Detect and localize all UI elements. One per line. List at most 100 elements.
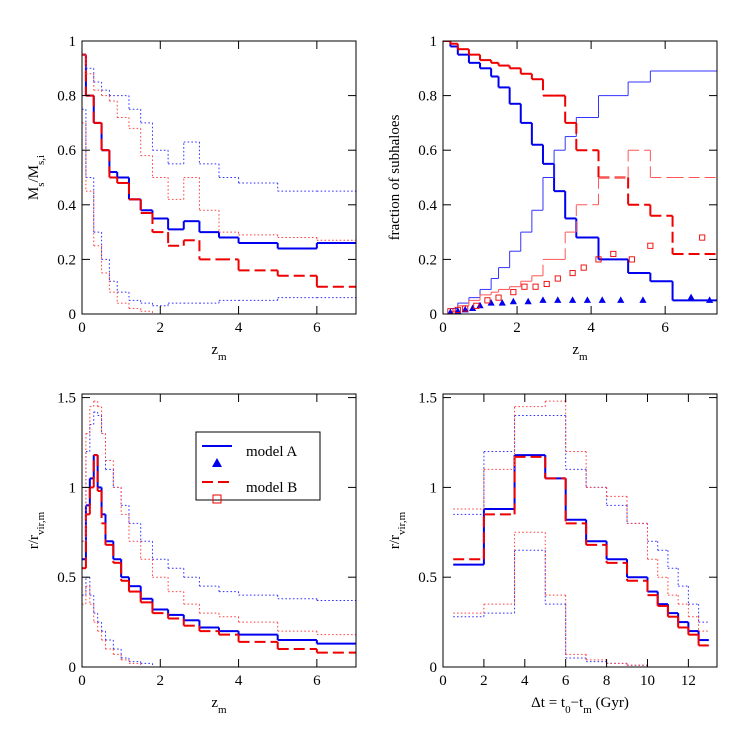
x-tick-label: 4 <box>235 320 243 336</box>
marker-square <box>647 242 654 249</box>
x-tick-label: 2 <box>480 673 488 689</box>
label-part: vir,m <box>396 511 408 535</box>
series <box>453 454 709 642</box>
series <box>453 455 709 647</box>
marker-triangle <box>447 308 454 314</box>
marker-square <box>532 283 539 290</box>
y-axis-label: fraction of subhaloes <box>387 114 403 240</box>
label-part: M <box>26 187 42 200</box>
frame <box>442 40 718 315</box>
x-tick-label: 2 <box>157 320 165 336</box>
y-tick-label: 0.6 <box>418 143 437 159</box>
series <box>82 585 356 667</box>
y-tick-label: 1.5 <box>418 391 437 407</box>
marker-square <box>569 270 576 277</box>
frame <box>81 40 357 315</box>
y-tick-label: 0.8 <box>57 89 76 105</box>
marker-triangle <box>639 296 647 303</box>
marker-square <box>510 289 517 296</box>
y-tick-label: 0 <box>430 660 438 676</box>
marker-triangle <box>487 299 495 306</box>
marker-square <box>580 264 587 271</box>
x-tick-label: 6 <box>313 320 321 336</box>
x-tick-label: 0 <box>439 320 447 336</box>
y-tick-label: 0.4 <box>57 198 76 214</box>
marker-square <box>495 294 502 301</box>
label-part: z <box>572 342 579 358</box>
marker-triangle <box>554 296 562 303</box>
marker-triangle <box>568 296 577 303</box>
series <box>443 41 717 255</box>
label-part: m <box>218 704 227 716</box>
marker-triangle <box>598 296 606 303</box>
marker-square <box>454 306 461 313</box>
x-tick-label: 4 <box>235 673 243 689</box>
marker-triangle <box>498 299 506 306</box>
label-part: vir,m <box>35 511 47 535</box>
x-tick-label: 12 <box>681 673 696 689</box>
y-tick-label: 1.5 <box>57 391 76 407</box>
marker-triangle <box>469 304 477 312</box>
y-tick-label: 1 <box>69 480 77 496</box>
y-axis-label: r/rvir,m <box>26 511 47 549</box>
plot-area <box>443 41 717 314</box>
x-tick-label: 6 <box>313 673 321 689</box>
label-part: z <box>211 342 218 358</box>
y-tick-label: 0.2 <box>57 252 76 268</box>
series <box>82 454 356 654</box>
label-part: r/r <box>26 535 42 549</box>
label-part: 0 <box>565 704 571 716</box>
series <box>82 54 356 192</box>
legend-label: model A <box>246 444 297 460</box>
marker-triangle <box>583 296 592 303</box>
y-tick-label: 0 <box>430 307 438 323</box>
y-tick-label: 0.5 <box>418 570 437 586</box>
marker-square <box>595 256 602 263</box>
x-tick-label: 8 <box>603 673 611 689</box>
x-tick-label: 4 <box>587 320 595 336</box>
marker-square <box>610 250 617 257</box>
label-part: (Gyr) <box>592 695 629 711</box>
y-tick-label: 0.2 <box>418 252 437 268</box>
marker-square <box>462 305 469 312</box>
series <box>453 400 709 632</box>
y-tick-label: 1 <box>430 34 438 50</box>
x-axis-label: zm <box>572 342 588 363</box>
legend-triangle <box>212 458 222 467</box>
label-part: m <box>218 351 227 363</box>
x-axis-label: zm <box>211 695 227 716</box>
marker-triangle <box>476 301 484 309</box>
y-axis-label: r/rvir,m <box>387 511 408 549</box>
series <box>82 53 356 288</box>
marker-square <box>484 297 491 304</box>
label-part: m <box>583 704 592 716</box>
marker-square <box>699 234 706 241</box>
marker-square <box>473 302 480 309</box>
plot-area <box>82 400 356 667</box>
label-part: s <box>35 182 47 186</box>
x-tick-label: 0 <box>78 673 86 689</box>
y-tick-label: 1 <box>430 480 438 496</box>
x-tick-label: 2 <box>513 320 521 336</box>
label-part: z <box>211 695 218 711</box>
label-part: m <box>579 351 588 363</box>
frame <box>81 393 357 668</box>
y-tick-label: 0.5 <box>57 570 76 586</box>
x-tick-label: 4 <box>521 673 529 689</box>
x-tick-label: 2 <box>157 673 165 689</box>
panel: 0 2 4 6 0 0.5 1 1.5 zm r/rvir,m model A model B <box>26 391 357 716</box>
x-tick-label: 6 <box>661 320 669 336</box>
marker-triangle <box>705 296 714 303</box>
series <box>453 531 709 667</box>
series <box>453 549 709 667</box>
marker-triangle <box>687 293 695 301</box>
y-tick-label: 0.8 <box>418 89 437 105</box>
marker-square <box>628 256 635 263</box>
marker-square <box>521 283 528 290</box>
plot-area <box>453 400 709 667</box>
series <box>443 70 717 314</box>
x-tick-label: 0 <box>439 673 447 689</box>
frame <box>442 393 718 668</box>
y-axis-label: Ms/Ms,i <box>26 155 47 200</box>
